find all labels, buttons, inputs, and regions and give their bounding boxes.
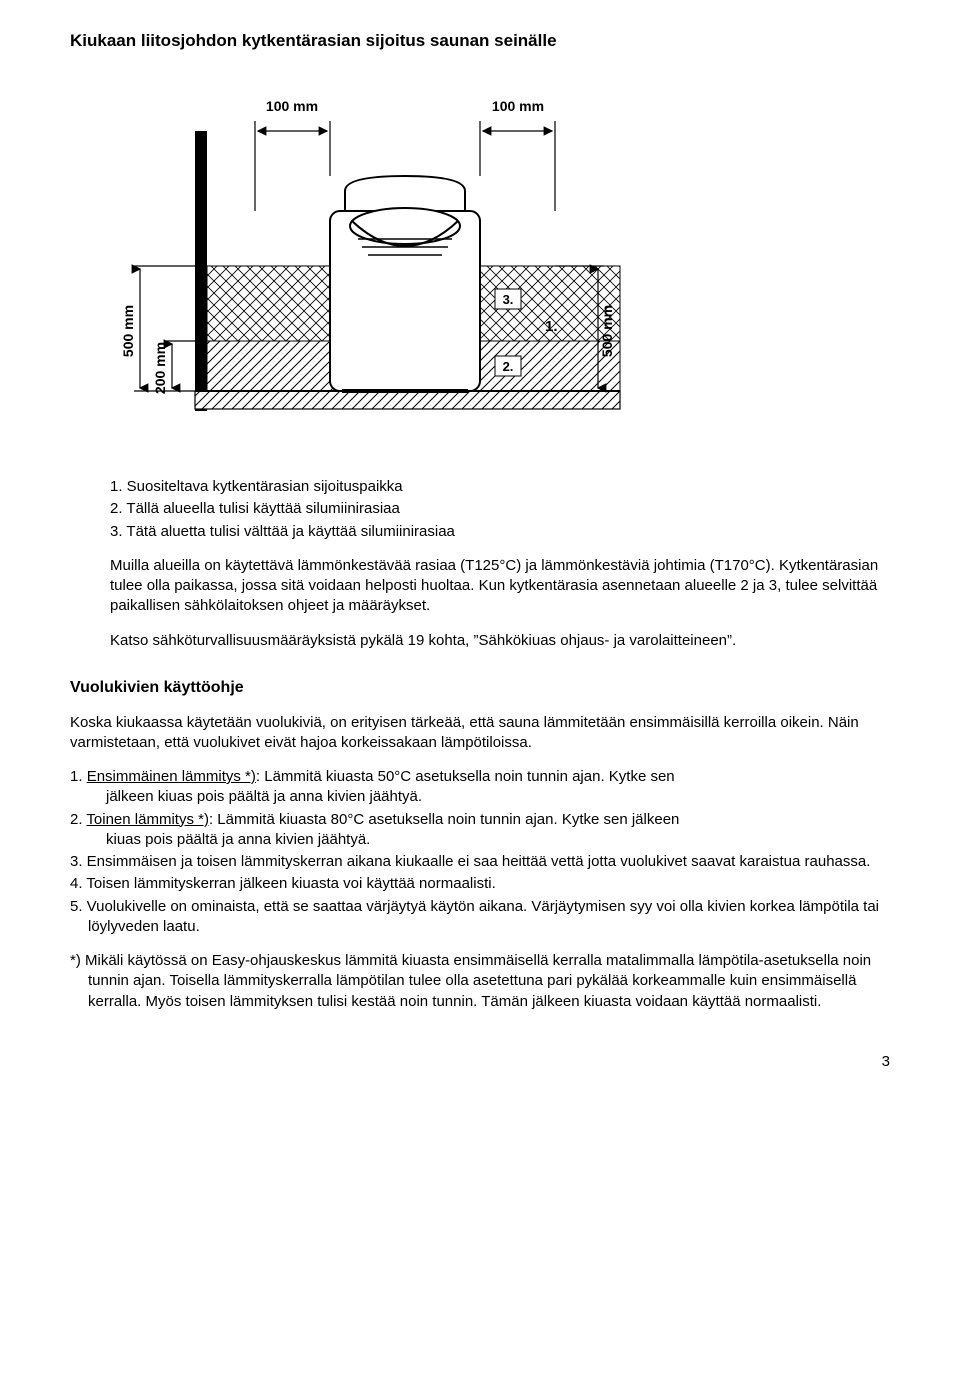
page-title: Kiukaan liitosjohdon kytkentärasian sijo… [70,30,890,53]
dim-top-left: 100 mm [266,98,318,114]
section-heading-soapstone: Vuolukivien käyttöohje [70,677,890,699]
step-3: 3. Ensimmäisen ja toisen lämmityskerran … [70,852,890,872]
legend-item-1: 1. Suositeltava kytkentärasian sijoitusp… [110,477,890,497]
wall-post [195,131,207,411]
dim-left-200: 200 mm [152,342,168,394]
svg-text:1.: 1. [545,318,558,335]
step-2: 2. Toinen lämmitys *): Lämmitä kiuasta 8… [70,810,890,851]
diagram-svg: 100 mm 100 mm 500 mm 200 mm 500 mm 3. 2.… [100,71,640,451]
diagram-legend: 1. Suositeltava kytkentärasian sijoitusp… [110,477,890,542]
junction-box-diagram: 100 mm 100 mm 500 mm 200 mm 500 mm 3. 2.… [100,71,890,457]
step-2-text: : Lämmitä kiuasta 80°C asetuksella noin … [209,811,679,828]
dim-right-500: 500 mm [599,305,615,357]
heating-steps-list: 1. Ensimmäinen lämmitys *): Lämmitä kiua… [70,767,890,937]
step-5: 5. Vuolukivelle on ominaista, että se sa… [70,897,890,938]
dim-top-right: 100 mm [492,98,544,114]
svg-text:3.: 3. [503,292,514,307]
heater [330,176,480,393]
step-2-heading: Toinen lämmitys *) [86,811,209,828]
soapstone-intro: Koska kiukaassa käytetään vuolukiviä, on… [70,713,890,754]
page-number: 3 [70,1052,890,1072]
step-1: 1. Ensimmäinen lämmitys *): Lämmitä kiua… [70,767,890,808]
step-1-text: : Lämmitä kiuasta 50°C asetuksella noin … [256,768,675,785]
legend-item-3: 3. Tätä aluetta tulisi välttää ja käyttä… [110,522,890,542]
dim-left-500: 500 mm [120,305,136,357]
step-1-num: 1. [70,768,87,785]
step-1-heading: Ensimmäinen lämmitys *) [87,768,256,785]
paragraph-safety-ref: Katso sähköturvallisuusmääräyksistä pykä… [110,631,890,651]
paragraph-other-areas: Muilla alueilla on käytettävä lämmönkest… [110,556,890,617]
step-2-num: 2. [70,811,86,828]
step-1-cont: jälkeen kiuas pois päältä ja anna kivien… [88,787,890,807]
footnote-easy-control: *) Mikäli käytössä on Easy-ohjauskeskus … [70,951,890,1012]
svg-text:2.: 2. [503,359,514,374]
floor [195,391,620,409]
step-4: 4. Toisen lämmityskerran jälkeen kiuasta… [70,874,890,894]
legend-item-2: 2. Tällä alueella tulisi käyttää silumii… [110,499,890,519]
step-2-cont: kiuas pois päältä ja anna kivien jäähtyä… [88,830,890,850]
